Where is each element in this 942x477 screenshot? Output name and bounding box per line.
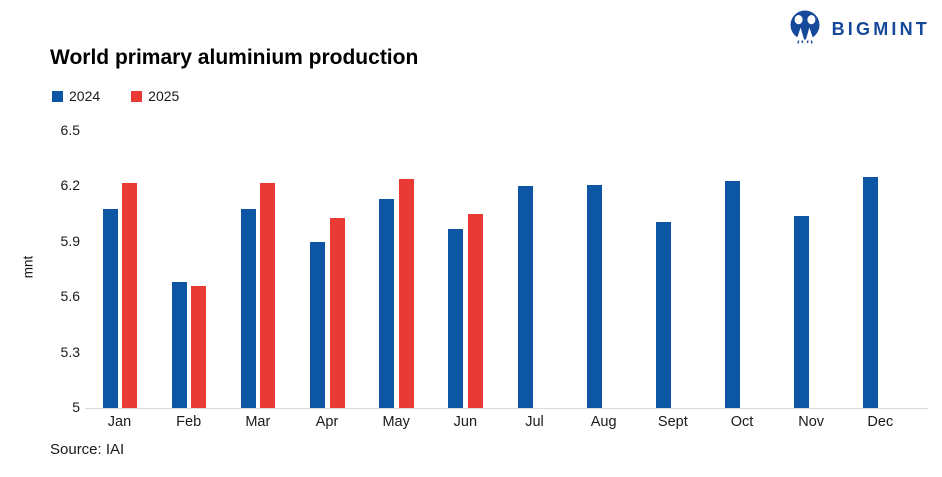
x-axis-label-jul: Jul: [525, 414, 544, 430]
plot-area: [92, 131, 922, 408]
bigmint-logo: BIGMINT: [787, 9, 930, 50]
bar-2024-sept: [655, 221, 671, 408]
x-axis-label-sept: Sept: [657, 414, 688, 430]
x-axis-label-feb: Feb: [176, 414, 202, 430]
legend-item-2024: 2024: [52, 88, 100, 104]
bar-2024-aug: [586, 184, 602, 408]
y-axis-tick-5.9: 5.9: [60, 232, 80, 249]
bar-2024-may: [379, 199, 395, 408]
bar-2024-feb: [171, 282, 187, 408]
x-axis-label-aug: Aug: [590, 414, 617, 430]
x-axis-label-apr: Apr: [315, 414, 339, 430]
legend-swatch-2025: [131, 90, 143, 102]
legend-swatch-2024: [52, 90, 63, 102]
y-axis-tick-6.5: 6.5: [60, 122, 80, 138]
x-axis-label-may: May: [382, 414, 410, 430]
y-axis-tick-5.3: 5.3: [60, 343, 80, 360]
bar-2024-jun: [448, 228, 464, 408]
chart-title: World primary aluminium production: [50, 46, 419, 69]
x-axis-label-jun: Jun: [453, 414, 478, 430]
bar-2024-mar: [240, 208, 256, 408]
y-axis-tick-6.2: 6.2: [60, 177, 80, 194]
bar-2025-apr: [329, 217, 345, 408]
bar-2024-jan: [102, 208, 118, 408]
bar-2025-jun: [467, 214, 483, 408]
legend-label-2025: 2025: [148, 88, 180, 104]
y-axis-tick-5.6: 5.6: [60, 288, 80, 305]
bigmint-logo-text: BIGMINT: [831, 19, 930, 39]
x-axis-line: [85, 408, 928, 409]
bar-2024-nov: [794, 215, 810, 408]
source-note: Source: IAI: [50, 441, 125, 458]
x-axis-label-mar: Mar: [245, 414, 271, 430]
y-axis-tick-5: 5: [72, 399, 80, 415]
x-axis-label-nov: Nov: [798, 414, 825, 430]
bar-2025-mar: [260, 182, 276, 408]
y-axis-unit-label: mnt: [20, 255, 36, 279]
bar-2024-apr: [310, 241, 325, 408]
x-axis-label-dec: Dec: [867, 414, 894, 430]
bigmint-logo-icon: [787, 9, 823, 50]
bar-2025-may: [398, 179, 414, 408]
legend-label-2024: 2024: [69, 88, 101, 104]
x-axis-label-jan: Jan: [107, 414, 132, 430]
x-axis-label-oct: Oct: [730, 414, 754, 430]
bar-2024-jul: [517, 186, 533, 408]
bar-2025-feb: [191, 286, 207, 408]
legend-item-2025: 2025: [131, 88, 179, 104]
chart-legend: 2024 2025: [52, 88, 179, 104]
bar-2025-jan: [122, 182, 137, 408]
bar-2024-dec: [863, 177, 879, 408]
bar-2024-oct: [725, 180, 740, 408]
